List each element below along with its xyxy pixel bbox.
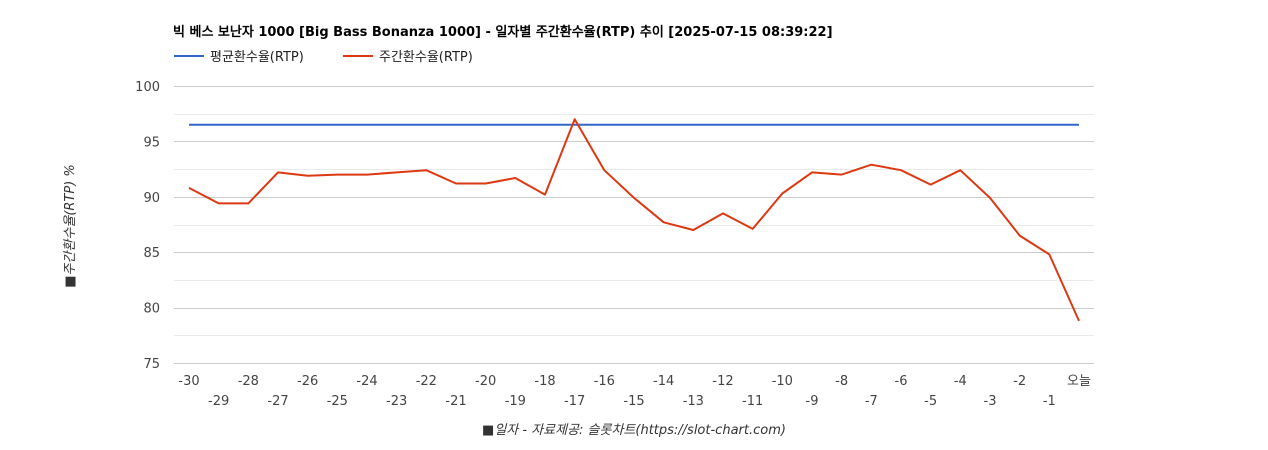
chart-title: 빅 베스 보난자 1000 [Big Bass Bonanza 1000] - … [173,24,833,40]
x-tick-label: -19 [505,394,526,409]
x-tick-label: 오늘 [1067,374,1091,389]
legend-label-weekly: 주간환수율(RTP) [379,50,473,65]
y-tick-label: 85 [143,246,160,261]
x-tick-label: -12 [712,374,733,389]
x-tick-label: -17 [564,394,585,409]
y-tick-label: 90 [143,191,160,206]
x-tick-label: -26 [297,374,318,389]
x-tick-label: -23 [386,394,407,409]
y-axis-ticks: 100 95 90 85 80 75 [135,80,160,372]
legend: 평균환수율(RTP) 주간환수율(RTP) [174,50,473,65]
x-tick-label: -7 [865,394,878,409]
x-tick-label: -5 [924,394,937,409]
x-tick-label: -29 [208,394,229,409]
x-tick-label: -14 [653,374,674,389]
y-tick-label: 95 [143,135,160,150]
grid [174,86,1094,364]
x-tick-label: -4 [954,374,967,389]
x-tick-label: -24 [356,374,377,389]
x-tick-label: -16 [594,374,615,389]
x-tick-label: -30 [178,374,199,389]
y-tick-label: 80 [143,302,160,317]
x-tick-label: -22 [416,374,437,389]
x-tick-label: -6 [895,374,908,389]
x-axis-ticks: -30-29-28-27-26-25-24-23-22-21-20-19-18-… [178,374,1091,409]
x-axis-title: ■일자 - 자료제공: 슬롯차트(https://slot-chart.com) [482,423,786,438]
x-tick-label: -1 [1043,394,1056,409]
x-tick-label: -28 [238,374,259,389]
x-tick-label: -20 [475,374,496,389]
series-line-weekly [188,118,1080,322]
y-axis-title: ■주간환수율(RTP) % [63,164,78,288]
x-tick-label: -21 [445,394,466,409]
x-tick-label: -27 [267,394,288,409]
series-layer [188,118,1080,322]
x-tick-label: -9 [806,394,819,409]
x-tick-label: -15 [623,394,644,409]
x-tick-label: -10 [772,374,793,389]
y-tick-label: 75 [143,357,160,372]
x-tick-label: -8 [835,374,848,389]
x-tick-label: -25 [327,394,348,409]
y-tick-label: 100 [135,80,160,95]
legend-label-average: 평균환수율(RTP) [210,50,304,65]
x-tick-label: -3 [984,394,997,409]
x-tick-label: -18 [534,374,555,389]
x-tick-label: -11 [742,394,763,409]
x-tick-label: -2 [1013,374,1026,389]
x-tick-label: -13 [683,394,704,409]
